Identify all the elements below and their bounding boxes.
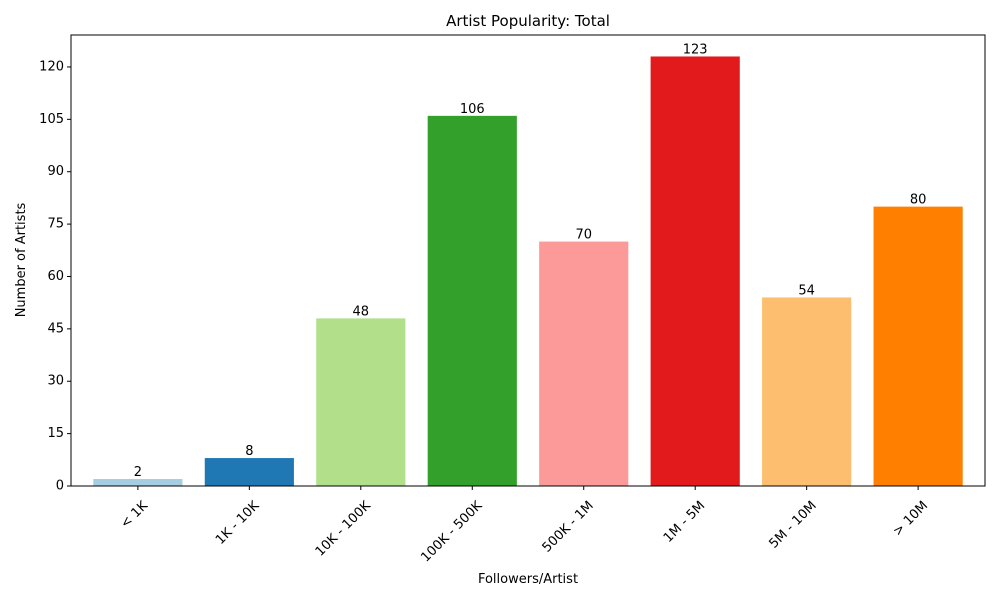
bar-3 — [427, 115, 517, 486]
x-tick-label-1: 1K - 10K — [213, 498, 263, 548]
x-tick-label-7: > 10M — [890, 498, 931, 539]
x-tick-label-6: 5M - 10M — [767, 498, 820, 551]
bars-group — [93, 56, 963, 486]
y-axis: 0 15 30 45 60 75 90 105 120 — [39, 59, 71, 494]
data-label-0: 2 — [134, 465, 142, 480]
y-axis-label: Number of Artists — [14, 202, 29, 317]
bar-5 — [650, 56, 740, 486]
bar-2 — [316, 318, 406, 486]
x-tick-label-3: 100K - 500K — [418, 498, 485, 565]
data-label-5: 123 — [683, 42, 708, 57]
data-label-2: 48 — [353, 304, 370, 319]
y-tick-label-7: 105 — [39, 112, 64, 127]
x-tick-label-5: 1M - 5M — [661, 498, 708, 545]
x-axis-label: Followers/Artist — [478, 572, 578, 587]
y-tick-label-2: 30 — [47, 374, 64, 389]
y-tick-label-4: 60 — [47, 269, 64, 284]
bar-4 — [539, 241, 629, 486]
y-tick-label-1: 15 — [47, 426, 64, 441]
bar-1 — [204, 458, 294, 486]
y-tick-label-5: 75 — [47, 217, 64, 232]
x-axis: < 1K 1K - 10K 10K - 100K 100K - 500K 500K - … — [118, 486, 931, 565]
data-label-1: 8 — [245, 444, 253, 459]
y-tick-label-0: 0 — [56, 479, 64, 494]
data-label-4: 70 — [575, 228, 592, 243]
x-tick-label-4: 500K - 1M — [540, 498, 597, 555]
bar-0 — [93, 479, 183, 486]
chart-title: Artist Popularity: Total — [446, 12, 610, 30]
data-label-6: 54 — [798, 283, 815, 298]
data-labels-group: 2 8 48 106 70 123 54 80 — [134, 42, 927, 480]
y-tick-label-3: 45 — [47, 321, 64, 336]
x-tick-label-0: < 1K — [118, 498, 151, 531]
data-label-3: 106 — [460, 102, 485, 117]
y-tick-label-6: 90 — [47, 164, 64, 179]
bar-6 — [762, 297, 852, 486]
data-label-7: 80 — [910, 193, 927, 208]
x-tick-label-2: 10K - 100K — [313, 498, 374, 559]
plot-frame — [70, 34, 986, 487]
y-tick-label-8: 120 — [39, 59, 64, 74]
bar-7 — [873, 206, 963, 486]
